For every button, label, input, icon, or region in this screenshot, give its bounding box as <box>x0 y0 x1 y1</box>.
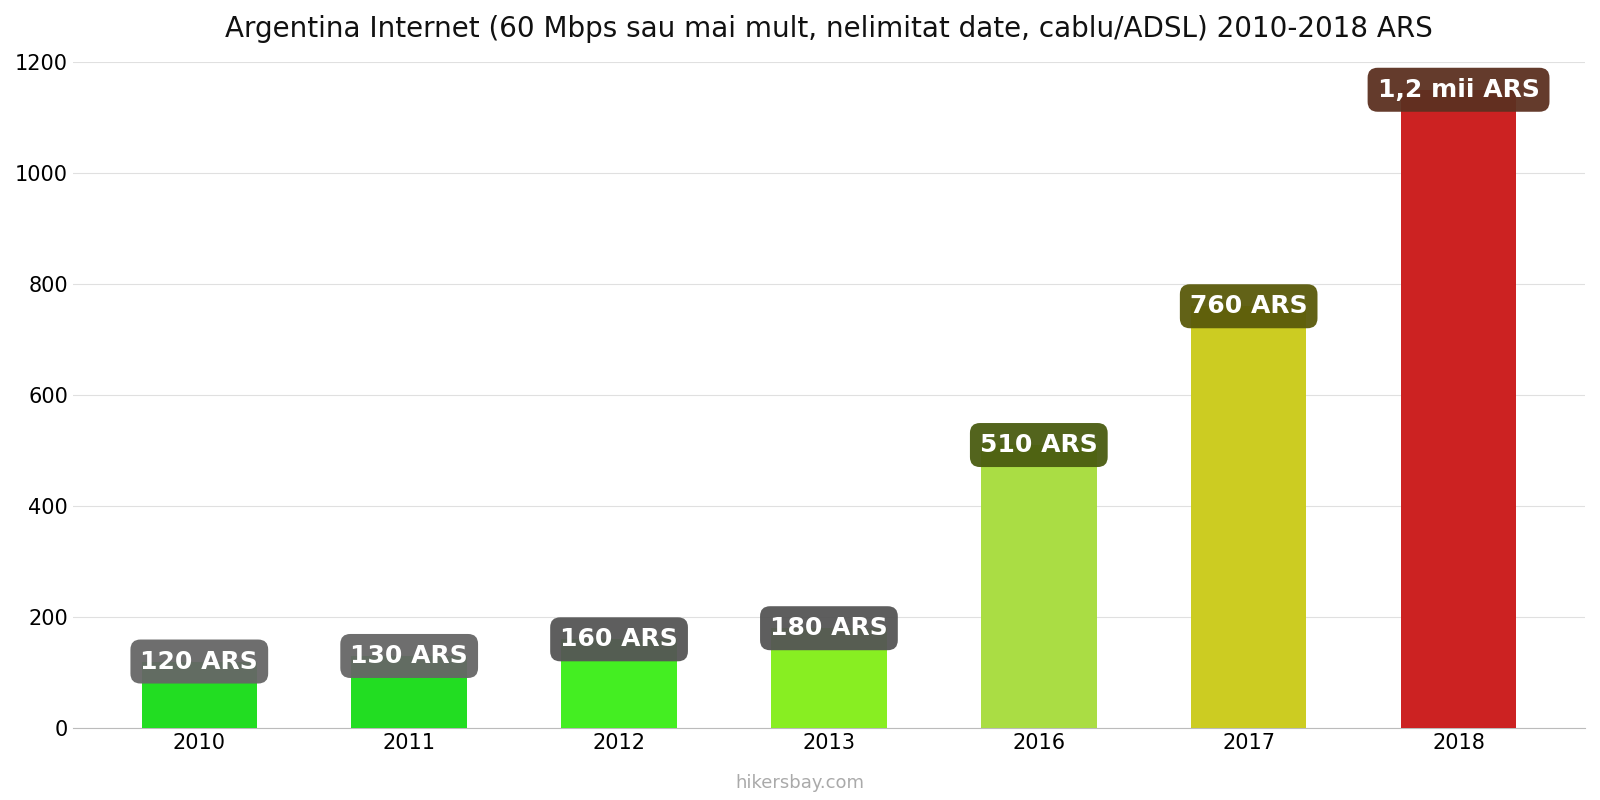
Text: 760 ARS: 760 ARS <box>1190 294 1307 318</box>
Text: 1,2 mii ARS: 1,2 mii ARS <box>1378 78 1539 102</box>
Text: 130 ARS: 130 ARS <box>350 644 469 668</box>
Bar <box>352 656 467 728</box>
Text: 510 ARS: 510 ARS <box>979 433 1098 457</box>
Text: 120 ARS: 120 ARS <box>141 650 258 674</box>
Bar <box>141 662 258 728</box>
Bar <box>771 628 886 728</box>
Bar <box>1402 90 1517 728</box>
Text: 180 ARS: 180 ARS <box>770 616 888 640</box>
Text: 160 ARS: 160 ARS <box>560 627 678 651</box>
Bar <box>981 445 1096 728</box>
Text: hikersbay.com: hikersbay.com <box>736 774 864 792</box>
Bar <box>1190 306 1306 728</box>
Bar <box>562 639 677 728</box>
Title: Argentina Internet (60 Mbps sau mai mult, nelimitat date, cablu/ADSL) 2010-2018 : Argentina Internet (60 Mbps sau mai mult… <box>226 15 1434 43</box>
